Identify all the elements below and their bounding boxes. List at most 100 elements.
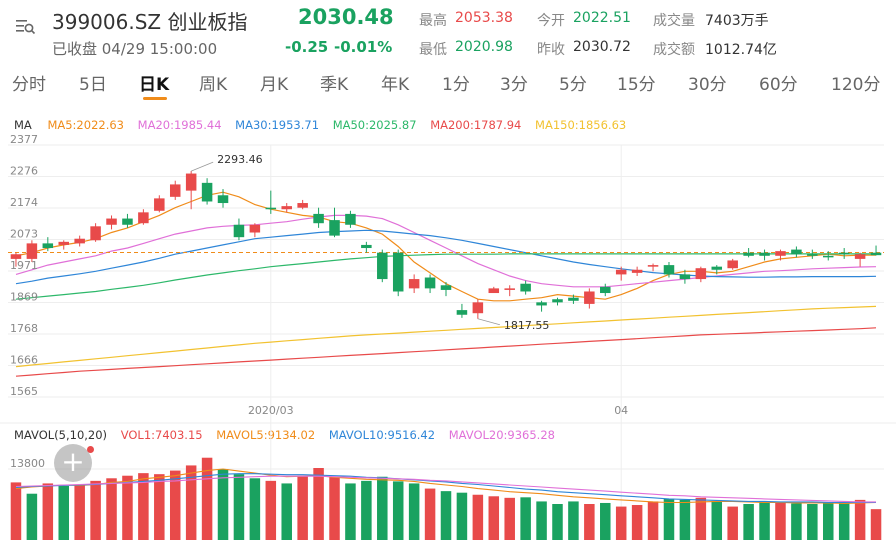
stat-high-label: 最高: [419, 13, 447, 29]
x-tick-label: 04: [614, 404, 628, 417]
candle-body: [552, 299, 563, 303]
volume-bar: [154, 474, 165, 540]
candle-body: [313, 213, 324, 224]
candle-body: [568, 297, 579, 301]
ma30-legend: MA30:1953.71: [235, 118, 320, 132]
volume-bar: [313, 468, 324, 540]
volume-bar: [552, 504, 563, 540]
tab-weekly-k[interactable]: 周K: [199, 75, 228, 95]
tab-120min[interactable]: 120分: [831, 75, 881, 95]
candle-body: [122, 218, 133, 225]
y-tick-label: 2174: [10, 196, 38, 209]
tab-yearly-k[interactable]: 年K: [381, 75, 410, 95]
ma-line-ma20: [15, 214, 877, 288]
tab-5min[interactable]: 5分: [559, 75, 587, 95]
volume-bar: [329, 477, 340, 540]
symbol-name: 399006.SZ 创业板指: [52, 10, 248, 34]
candle-body: [838, 252, 850, 255]
tab-60min[interactable]: 60分: [759, 75, 798, 95]
volume-bar: [361, 480, 372, 540]
ma-line-ma50: [15, 253, 876, 300]
candle-body: [711, 266, 723, 270]
candle-body: [615, 269, 627, 275]
volume-bar: [663, 498, 675, 540]
stat-open-label: 今开: [537, 13, 565, 29]
x-tick-label: 2020/03: [248, 404, 294, 417]
volume-bar: [807, 504, 818, 540]
volume-bar: [520, 497, 531, 540]
volume-bar: [297, 475, 308, 540]
stat-prevclose-value: 2030.72: [573, 39, 631, 55]
candle-body: [26, 243, 38, 259]
candle-body: [854, 254, 866, 259]
candle-body: [408, 279, 420, 289]
price-change: -0.25: [285, 38, 329, 56]
volume-bar: [122, 475, 133, 540]
volume-bar: [265, 480, 277, 540]
volume-bar: [74, 484, 85, 540]
add-indicator-button[interactable]: +: [54, 444, 92, 482]
volume-bar: [600, 502, 611, 540]
mavol5-legend: MAVOL5:9134.02: [216, 428, 316, 442]
volume-bar: [854, 499, 866, 540]
annotation-leader: [191, 161, 214, 172]
tab-3min[interactable]: 3分: [500, 75, 528, 95]
candle-body: [679, 274, 691, 280]
candle-body: [138, 212, 149, 224]
tab-monthly-k[interactable]: 月K: [260, 75, 289, 95]
candle-body: [791, 249, 802, 255]
candle-body: [807, 254, 818, 256]
volume-bar: [233, 474, 245, 540]
stat-prevclose-label: 昨收: [537, 42, 565, 58]
tab-1min[interactable]: 1分: [442, 75, 470, 95]
volume-bar: [138, 473, 149, 540]
tab-15min[interactable]: 15分: [617, 75, 656, 95]
candle-body: [345, 213, 356, 225]
y-tick-label: 2073: [10, 228, 38, 241]
volume-bar: [10, 482, 22, 540]
volume-bar: [488, 496, 500, 540]
candle-body: [520, 283, 531, 292]
volume-bar: [345, 483, 356, 540]
volume-bar: [647, 501, 659, 540]
tab-daily-k[interactable]: 日K: [139, 75, 170, 95]
market-status: 已收盘 04/29 15:00:00: [52, 40, 218, 58]
volume-bar: [791, 503, 802, 540]
volume-bar: [838, 502, 850, 540]
y-tick-label: 1666: [10, 354, 38, 367]
tab-5day[interactable]: 5日: [79, 75, 107, 95]
candle-body: [106, 218, 117, 225]
stat-volume-value: 7403万手: [705, 13, 769, 29]
candle-body: [440, 285, 452, 290]
candle-body: [361, 244, 372, 249]
vol1-legend: VOL1:7403.15: [120, 428, 203, 442]
y-tick-label: 1565: [10, 385, 38, 398]
candle-body: [695, 268, 707, 280]
list-search-icon[interactable]: [14, 16, 38, 38]
candle-body: [281, 206, 292, 210]
candle-body: [822, 255, 834, 258]
candle-body: [536, 302, 547, 306]
volume-bar: [727, 506, 738, 540]
annotation-high-label: 2293.46: [217, 153, 263, 166]
volume-bar: [775, 502, 786, 540]
tab-30min[interactable]: 30分: [688, 75, 727, 95]
vol-tick-label: 13800: [10, 457, 45, 470]
candle-body: [647, 265, 659, 267]
tab-quarterly-k[interactable]: 季K: [320, 75, 349, 95]
candle-body: [249, 224, 261, 233]
candle-body: [600, 286, 611, 294]
volume-bar: [870, 509, 882, 540]
candle-body: [10, 254, 22, 259]
stat-turnover-label: 成交额: [653, 42, 695, 58]
candle-body: [504, 288, 515, 290]
candle-body: [265, 207, 277, 210]
ma5-legend: MA5:2022.63: [47, 118, 124, 132]
volume-bar: [536, 501, 547, 540]
tab-fenshi[interactable]: 分时: [12, 75, 46, 95]
plus-icon: +: [61, 445, 85, 478]
candle-body: [870, 252, 882, 256]
ma150-legend: MA150:1856.63: [535, 118, 627, 132]
candle-body: [775, 251, 786, 256]
